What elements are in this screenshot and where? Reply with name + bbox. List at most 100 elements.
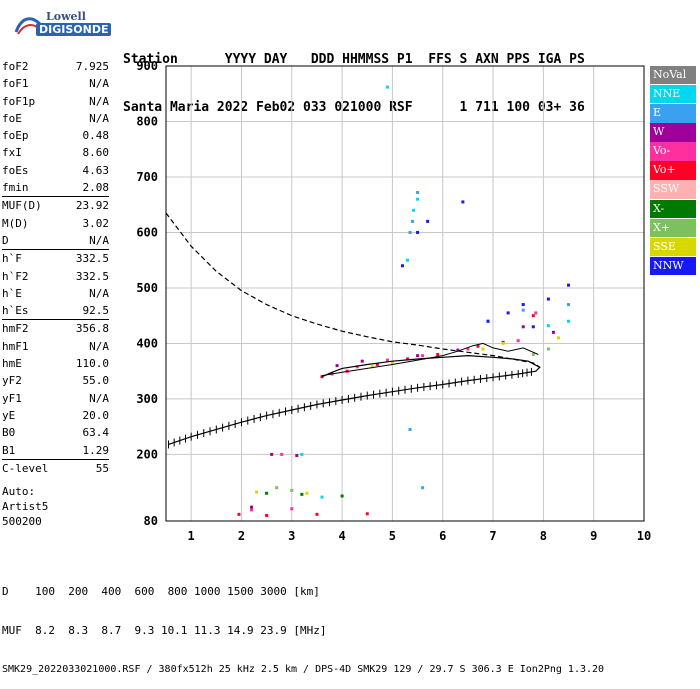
legend-item-nnw: NNW	[650, 256, 696, 276]
x-tick-label: 9	[590, 529, 597, 543]
param-label: foF1	[2, 77, 29, 91]
legend-item-vo: Vo+	[650, 161, 696, 180]
data-point	[551, 330, 555, 334]
data-point	[416, 230, 420, 234]
param-value: N/A	[89, 339, 109, 353]
param-label: h`Es	[2, 304, 29, 318]
param-label: fmin	[2, 181, 29, 195]
param-label: yF2	[2, 374, 22, 388]
data-point	[546, 324, 550, 328]
param-row: yF2 55.0	[2, 372, 109, 389]
param-separator	[2, 458, 109, 460]
data-point	[290, 507, 294, 511]
data-point	[255, 490, 259, 494]
y-tick-label: 800	[136, 114, 158, 128]
param-label: foEp	[2, 129, 29, 143]
data-point	[461, 200, 465, 204]
data-point	[265, 513, 269, 517]
x-tick-label: 8	[540, 529, 547, 543]
param-row: foE N/A	[2, 110, 109, 127]
param-label: B1	[2, 443, 16, 457]
param-value: 332.5	[75, 252, 109, 266]
data-point	[270, 452, 274, 456]
param-value: N/A	[89, 286, 109, 300]
data-point	[456, 348, 460, 352]
data-point	[408, 230, 412, 234]
muf-row: MUF 8.2 8.3 8.7 9.3 10.1 11.3 14.9 23.9 …	[2, 624, 327, 637]
data-point	[416, 197, 420, 201]
param-row: B0 63.4	[2, 424, 109, 441]
data-point	[250, 505, 254, 509]
header-values: Santa Maria 2022 Feb02 033 021000 RSF 1 …	[123, 100, 585, 115]
param-row: C-level 55	[2, 460, 109, 477]
param-value: 4.63	[82, 163, 110, 177]
legend-item-vo: Vo-	[650, 142, 696, 161]
param-value: N/A	[89, 233, 109, 247]
data-point	[567, 303, 571, 307]
param-label: M(D)	[2, 216, 29, 230]
param-row: h`F 332.5	[2, 250, 109, 267]
x-tick-label: 4	[338, 529, 345, 543]
param-value: 92.5	[82, 304, 110, 318]
data-point	[275, 486, 279, 490]
param-label: h`E	[2, 286, 22, 300]
legend-item-sse: SSE	[650, 237, 696, 257]
legend-item-noval: NoVal	[650, 66, 696, 85]
data-point	[250, 508, 254, 512]
x-tick-label: 3	[288, 529, 295, 543]
artist-line-1: Auto:	[2, 485, 36, 498]
artist-line-3: 500200	[2, 515, 42, 528]
lowell-digisonde-logo: Lowell DIGISONDE	[6, 10, 116, 42]
data-point	[290, 488, 294, 492]
data-point	[567, 319, 571, 323]
header-info: Station YYYY DAY DDD HHMMSS P1 FFS S AXN…	[123, 20, 585, 132]
param-value: N/A	[89, 77, 109, 91]
data-point	[436, 353, 440, 357]
data-point	[237, 512, 241, 516]
legend-item-x: X-	[650, 199, 696, 218]
data-point	[400, 264, 404, 268]
header-labels: Station YYYY DAY DDD HHMMSS P1 FFS S AXN…	[123, 52, 585, 67]
param-value: 20.0	[82, 408, 110, 422]
param-row: foEp 0.48	[2, 127, 109, 144]
param-label: h`F	[2, 252, 22, 266]
autoscaling-info: Auto: Artist5 500200	[2, 484, 48, 529]
param-label: yE	[2, 408, 16, 422]
param-separator	[2, 319, 109, 321]
data-point	[408, 427, 412, 431]
param-row: foF2 7.925	[2, 58, 109, 75]
param-value: 332.5	[75, 269, 109, 283]
param-row: foEs 4.63	[2, 162, 109, 179]
data-point	[300, 492, 304, 496]
param-label: hmF1	[2, 339, 29, 353]
param-row: foF1p N/A	[2, 93, 109, 110]
param-label: B0	[2, 426, 16, 440]
param-row: hmF1 N/A	[2, 338, 109, 355]
footer-info: D 100 200 400 600 800 1000 1500 3000 [km…	[2, 559, 604, 689]
param-row: fmin 2.08	[2, 179, 109, 196]
data-point	[531, 314, 535, 318]
param-row: hmF2 356.8	[2, 320, 109, 337]
param-value: 0.48	[82, 129, 110, 143]
x-tick-label: 2	[238, 529, 245, 543]
ionogram-plot: 1 2 3 4 5 6 7 8 9 10 80 200 300 400 500 600 700 800 900	[136, 59, 651, 543]
param-row: fxI 8.60	[2, 144, 109, 161]
data-point	[481, 347, 485, 351]
data-point	[340, 494, 344, 498]
param-value: 63.4	[82, 426, 110, 440]
param-value: 356.8	[75, 322, 109, 336]
data-point	[370, 365, 374, 369]
param-value: N/A	[89, 94, 109, 108]
data-point	[416, 354, 420, 358]
data-point	[280, 452, 284, 456]
data-point	[516, 339, 520, 343]
dashed-profile-line	[165, 212, 541, 368]
x-tick-label: 6	[439, 529, 446, 543]
param-label: foF1p	[2, 94, 36, 108]
data-point	[265, 491, 269, 495]
data-point	[421, 354, 425, 358]
x-tick-label: 7	[489, 529, 496, 543]
data-point	[315, 512, 319, 516]
y-tick-label: 80	[144, 514, 158, 528]
y-tick-label: 700	[136, 170, 158, 184]
